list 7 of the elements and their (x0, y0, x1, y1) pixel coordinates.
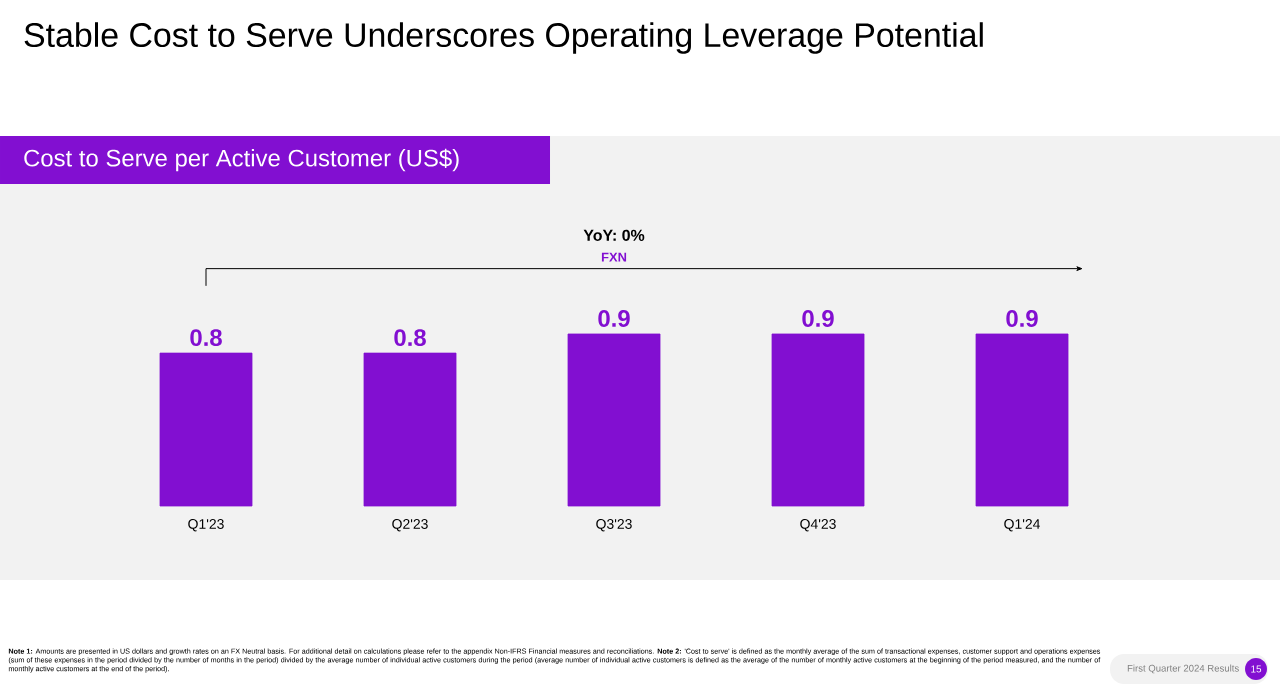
data-label: 0.8 (190, 329, 222, 347)
data-label: 0.9 (598, 310, 630, 327)
data-label: 0.9 (802, 310, 834, 327)
data-label: 0.9 (1006, 310, 1038, 327)
data-label: 0.8 (394, 329, 426, 347)
chart-subtitle: Cost to Serve per Active Customer (US$) (24, 148, 459, 172)
chart-title: Stable Cost to Serve Underscores Operating Leverage Potential (24, 22, 983, 54)
